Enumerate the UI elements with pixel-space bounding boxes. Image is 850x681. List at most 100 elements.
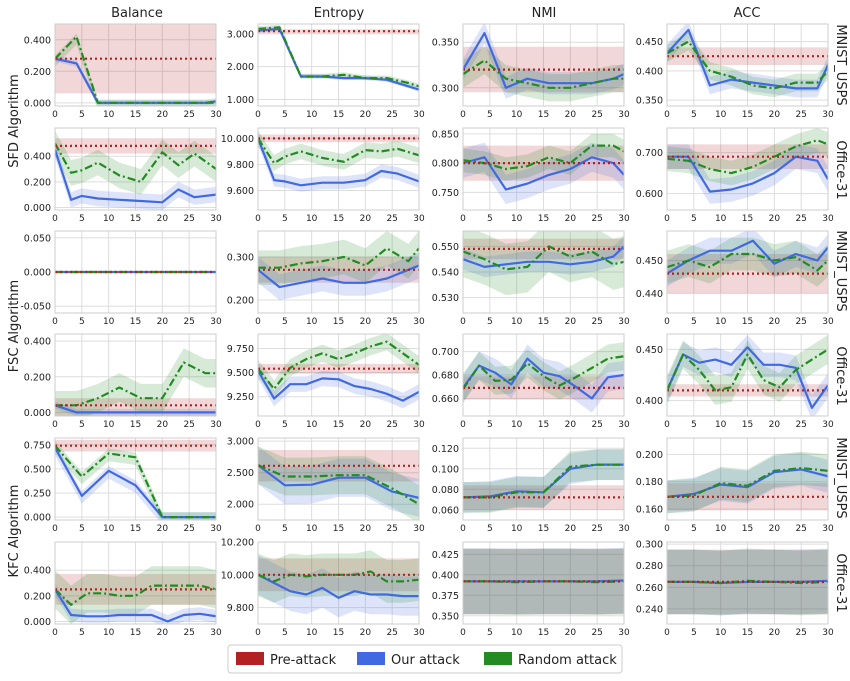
x-tick-label: 10 [715,317,727,327]
plot-frame [54,333,217,417]
x-tick-label: 15 [538,214,549,224]
x-tick-label: 30 [413,628,425,638]
x-tick-label: 5 [691,214,697,224]
x-tick-label: 10 [511,524,523,534]
x-tick-label: 25 [795,524,806,534]
x-tick-label: 20 [565,110,577,120]
x-tick-label: 0 [664,628,670,638]
y-tick-label: 0.280 [636,561,663,572]
y-tick-label: 0.300 [432,83,459,94]
x-tick-label: 30 [822,628,834,638]
plot-frame [462,437,625,521]
y-tick-label: 0.400 [636,396,663,407]
x-tick-label: 25 [386,628,397,638]
x-tick-label: 15 [538,317,549,327]
legend-label-our-attack: Our attack [391,653,460,668]
line-random-attack [667,139,828,175]
line-random-attack [667,467,828,498]
x-tick-label: 15 [742,524,753,534]
y-tick-label: 9.800 [227,603,254,614]
line-random-attack [55,35,216,104]
x-tick-label: 25 [386,524,397,534]
line-random-attack [463,59,624,89]
x-tick-label: 10 [306,420,318,430]
x-tick-label: 0 [255,524,261,534]
x-tick-label: 10 [715,524,727,534]
band-our-attack [55,442,216,520]
row-dataset-4: MNIST_USPS [833,437,848,518]
y-tick-label: 9.500 [227,368,254,379]
plot-content [463,24,624,102]
x-tick-label: 20 [360,420,372,430]
x-tick-label: 5 [282,110,288,120]
band-random-attack [258,446,419,520]
plot-content [463,547,624,615]
legend-label-random-attack: Random attack [518,653,617,668]
x-tick-label: 5 [79,420,85,430]
x-tick-label: 5 [487,628,493,638]
x-tick-label: 0 [460,214,466,224]
plot-frame [666,437,829,521]
band-random-attack [667,32,828,98]
plot-frame [54,437,217,521]
plot-content [55,348,216,416]
line-random-attack [667,252,828,272]
line-our-attack [667,155,828,193]
y-tick-label: 9.600 [227,186,254,197]
row-dataset-5: Office-31 [833,553,848,612]
y-tick-label: 0.600 [636,189,663,200]
x-tick-label: 15 [742,110,753,120]
band-our-attack [258,252,419,301]
x-tick-label: 0 [255,420,261,430]
x-tick-label: 30 [413,524,425,534]
band-random-attack [463,133,624,181]
line-our-attack [55,404,216,414]
x-tick-label: 20 [565,317,577,327]
panel-r1-c3: 0 5 10 15 20 25 30 0.600 0.700 [636,127,834,224]
y-tick-label: 0.450 [636,345,663,356]
y-tick-label: 0.850 [432,129,459,140]
panels: 0 5 10 15 20 25 30 0.000 0.200 0.400 0 5 10 15 20 25 30 1… [20,23,834,638]
x-tick-label: 10 [511,214,523,224]
y-tick-label: 0.350 [432,611,459,622]
x-tick-label: 5 [79,214,85,224]
x-tick-label: 15 [742,420,753,430]
y-tick-label: 0.200 [227,296,254,307]
x-tick-label: 10 [511,420,523,430]
x-tick-label: 5 [487,420,493,430]
x-tick-label: 25 [386,420,397,430]
y-tick-label: 0.120 [432,444,459,455]
x-tick-label: 30 [618,110,630,120]
y-tick-label: 0.260 [636,583,663,594]
line-random-attack [258,26,419,88]
x-tick-label: 15 [333,628,344,638]
band-our-attack [258,362,419,409]
panel-r4-c2: 0 5 10 15 20 25 30 0.060 0.080 0.100 0.120 [432,437,630,534]
y-tick-label: 0.400 [24,337,51,348]
y-tick-label: 10.000 [221,570,254,581]
y-tick-label: 9.250 [227,392,254,403]
y-tick-label: 3.000 [227,437,254,448]
x-tick-label: 15 [130,524,141,534]
x-tick-label: 10 [306,317,318,327]
band-our-attack [667,335,828,416]
x-tick-label: 25 [183,524,194,534]
panel-r5-c3: 0 5 10 15 20 25 30 0.240 0.260 0.280 0.300 [636,540,834,638]
x-tick-label: 20 [360,317,372,327]
y-tick-label: 2.500 [227,468,254,479]
y-tick-label: 0.000 [24,203,51,214]
column-title-acc: ACC [734,6,761,21]
panel-r0-c1: 0 5 10 15 20 25 30 1.000 2.000 3.000 [227,23,425,120]
x-tick-label: 10 [715,420,727,430]
band-random-attack [258,334,419,398]
x-tick-label: 20 [157,214,169,224]
x-tick-label: 30 [413,110,425,120]
x-tick-label: 15 [538,628,549,638]
x-tick-label: 0 [255,628,261,638]
plot-frame [257,127,420,211]
x-tick-label: 20 [157,420,169,430]
row-dataset-0: MNIST_USPS [833,24,848,105]
plot-frame [257,23,420,107]
x-tick-label: 15 [538,524,549,534]
